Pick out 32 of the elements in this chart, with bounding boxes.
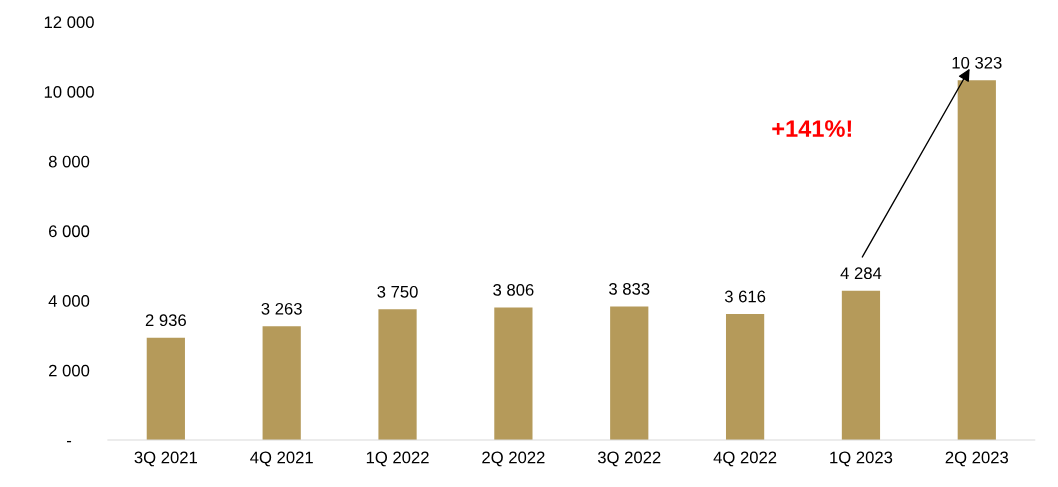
bar (841, 290, 881, 440)
x-tick-label: 3Q 2021 (134, 451, 197, 467)
data-label: 3 263 (261, 302, 302, 315)
x-tick-label: 3Q 2022 (597, 451, 661, 467)
y-tick-label: 12 000 (44, 16, 94, 29)
bar (957, 80, 996, 440)
data-label: 3 833 (609, 283, 650, 295)
y-tick-label: - (66, 440, 72, 443)
y-tick-label: 4 000 (48, 295, 90, 307)
data-label: 10 323 (952, 56, 1002, 69)
x-tick-label: 2Q 2022 (482, 451, 545, 467)
bar (378, 309, 417, 440)
annotation: +141%! (772, 120, 852, 137)
bar (725, 314, 765, 440)
y-tick-label: 2 000 (49, 364, 90, 377)
y-tick-label: 6 000 (49, 225, 90, 238)
y-tick-label: 8 000 (48, 155, 90, 168)
y-tick-label: 10 000 (44, 86, 94, 98)
x-tick-label: 4Q 2022 (713, 451, 777, 467)
x-tick-label: 2Q 2023 (945, 451, 1009, 467)
bar (146, 337, 185, 440)
data-label: 2 936 (145, 314, 186, 327)
bar (262, 326, 301, 440)
data-label: 3 750 (377, 285, 418, 298)
bar (494, 307, 533, 440)
x-tick-label: 1Q 2022 (366, 451, 429, 467)
data-label: 3 806 (493, 283, 534, 296)
data-label: 3 616 (724, 290, 766, 303)
bar (610, 306, 649, 440)
data-label: 4 284 (840, 267, 882, 280)
x-tick-label: 4Q 2021 (250, 451, 313, 467)
x-tick-label: 1Q 2023 (830, 451, 893, 467)
